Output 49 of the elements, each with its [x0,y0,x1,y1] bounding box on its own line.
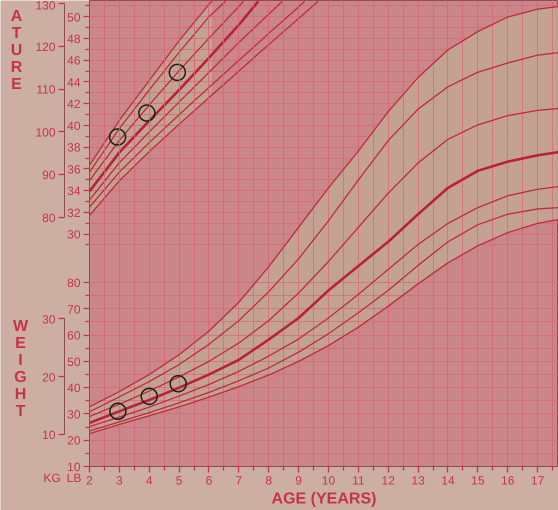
x-tick-label: 4 [146,474,153,488]
y2-tick-label: 20 [67,434,81,448]
x-tick-label: 16 [501,474,515,488]
y-tick-label: 100 [35,125,56,140]
x-tick-label: 3 [116,474,124,488]
x-tick-label: 13 [411,474,426,488]
y2-tick-label: 70 [67,302,81,316]
y2-tick-label: 44 [67,75,81,90]
x-tick-label: 12 [382,474,396,488]
y-axis-title: ATURE [8,8,25,93]
y2-tick-label: 40 [67,381,81,396]
y2-tick-label: 80 [67,276,81,290]
x-tick-label: 14 [441,474,455,488]
y2-tick-label: 34 [67,184,81,198]
y2-tick-label: 42 [67,97,81,112]
x-tick-label: 17 [530,474,545,488]
x-tick-label: 9 [295,474,302,488]
x-tick-label: 11 [352,474,365,488]
y2-tick-label: 30 [67,228,81,242]
y-tick-label: 20 [42,370,56,384]
y-tick-label: 30 [42,312,56,326]
y2-tick-label: 50 [67,10,81,24]
y-tick-label: 90 [42,168,56,182]
y-tick-label: 10 [42,428,56,442]
text: LB [66,471,82,485]
y-tick-label: 130 [35,0,56,12]
y2-tick-label: 38 [67,140,81,155]
y-tick-label: 120 [35,40,56,54]
y2-tick-label: 10 [67,460,81,474]
y-tick-label: 110 [36,82,56,97]
x-tick-label: 7 [236,474,243,488]
y2-tick-label: 60 [67,328,81,343]
x-axis-title: AGE (YEARS) [272,490,376,508]
x-tick-label: 5 [176,474,183,488]
y2-tick-label: 32 [67,206,81,220]
y-axis-title: WEIGHT [12,318,29,420]
x-tick-label: 2 [86,474,94,488]
text: KG [43,471,61,485]
y2-tick-label: 50 [67,354,81,369]
x-tick-label: 6 [206,474,213,488]
y2-tick-label: 30 [67,407,81,422]
x-tick-label: 8 [265,474,272,488]
y2-tick-label: 48 [67,32,81,46]
y2-tick-label: 36 [67,162,81,176]
x-tick-label: 10 [322,474,336,488]
x-tick-label: 15 [471,474,485,488]
y2-tick-label: 40 [67,118,81,133]
y-tick-label: 80 [42,210,56,225]
y2-tick-label: 46 [67,54,81,68]
